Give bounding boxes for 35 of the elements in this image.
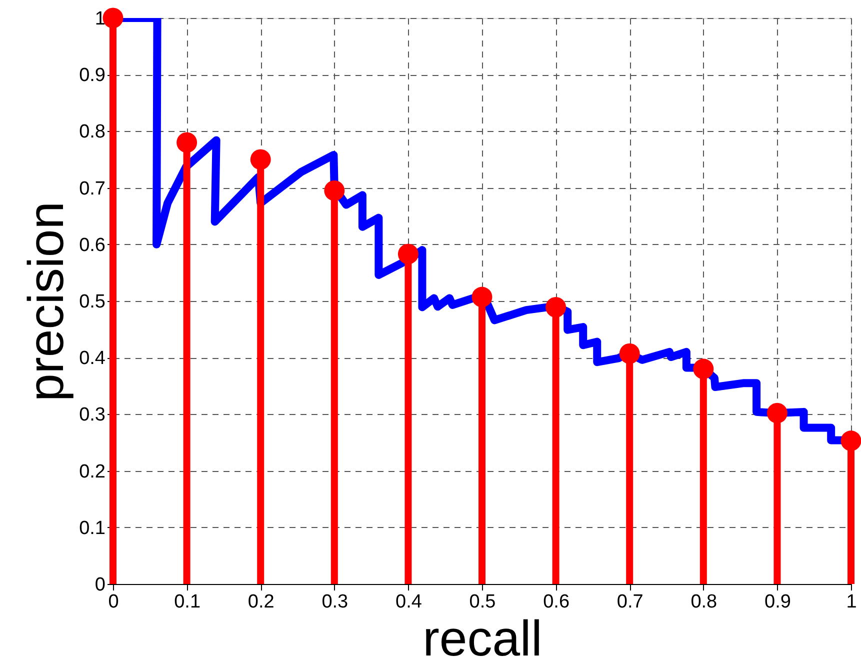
y-tick-label: 0.8 [79, 122, 106, 143]
x-tick-label: 0.1 [174, 592, 201, 612]
point [250, 149, 271, 170]
y-tick-label: 0.1 [79, 518, 106, 539]
x-tick-label: 0.4 [395, 592, 422, 612]
y-axis-title: precision [18, 201, 74, 402]
x-tick-label: 0.5 [469, 592, 496, 612]
x-tick-label: 0.8 [690, 592, 718, 612]
point [766, 402, 788, 424]
y-tick-label: 0.7 [79, 178, 106, 200]
x-tick-label: 0.6 [543, 592, 570, 612]
point [546, 297, 566, 318]
x-tick-label: 0.3 [322, 592, 348, 612]
x-axis-title: recall [422, 610, 542, 666]
point [324, 180, 345, 201]
y-tick-label: 0.6 [79, 234, 106, 256]
x-tick-label: 1 [846, 592, 857, 612]
x-tick-label: 0 [108, 592, 119, 612]
y-tick-label: 0.5 [79, 292, 106, 312]
y-tick-label: 0.3 [79, 404, 106, 426]
point [619, 343, 640, 364]
x-tick-label: 0.7 [616, 592, 644, 612]
y-tick-label: 0.9 [79, 65, 106, 86]
y-tick-label: 1 [94, 8, 106, 30]
point [693, 358, 714, 380]
x-tick-label: 0.9 [764, 592, 791, 612]
y-tick-label: 0.4 [79, 348, 106, 370]
y-tick-label: 0 [94, 574, 106, 596]
y-tick-label: 0.2 [79, 461, 106, 482]
point [176, 132, 198, 153]
point [102, 8, 124, 28]
point [398, 244, 418, 264]
point [840, 430, 861, 452]
x-tick-label: 0.2 [248, 592, 274, 612]
point [472, 286, 492, 308]
